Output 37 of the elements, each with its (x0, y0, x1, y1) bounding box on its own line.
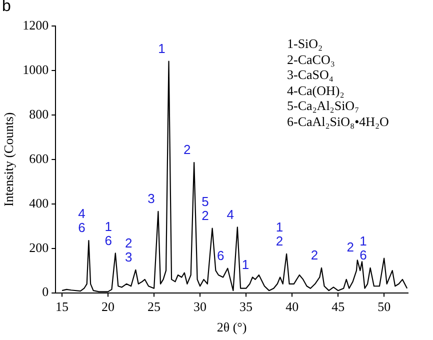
x-tick-label: 30 (194, 299, 207, 314)
annotation: 3 (148, 191, 155, 206)
annotation: 6-CaAl₂SiO₈•4H₂O (287, 114, 389, 129)
x-tick-label: 25 (148, 299, 161, 314)
annotation: 1 6 (360, 233, 367, 262)
y-tick-label: 0 (42, 284, 49, 300)
annotation: 1 2 (276, 219, 284, 248)
x-tick-label: 15 (56, 299, 69, 314)
x-tick-label: 50 (378, 299, 391, 314)
y-axis-title: Intensity (Counts) (1, 112, 16, 207)
annotation: 1 (158, 40, 166, 56)
annotation: 2 (346, 240, 354, 255)
annotation: 2-CaCO₃ (287, 52, 336, 67)
annotation: 2 (310, 247, 318, 262)
x-tick-label: 20 (102, 299, 115, 314)
x-tick-label: 40 (286, 299, 299, 314)
x-axis-title: 2θ (°) (216, 320, 247, 335)
annotation: 5 2 (202, 194, 209, 223)
annotation: 3-CaSO₄ (287, 67, 334, 82)
y-tick-label: 200 (29, 240, 49, 255)
y-tick-label: 1200 (22, 17, 49, 32)
annotation: 5-Ca₂Al₂SiO₇ (287, 98, 360, 114)
annotation: 6 (217, 248, 224, 263)
y-tick-label: 600 (29, 150, 49, 166)
annotation: 2 3 (125, 235, 132, 264)
y-tick-label: 1000 (22, 62, 49, 77)
y-tick-label: 800 (29, 106, 49, 122)
annotation: 4 6 (78, 206, 86, 236)
y-tick-label: 400 (29, 195, 49, 210)
annotation: 1-SiO₂ (287, 36, 324, 52)
annotation: 1 (242, 256, 250, 272)
x-tick-label: 45 (332, 299, 345, 314)
x-tick-label: 35 (240, 299, 253, 314)
annotation: 1 6 (104, 218, 112, 248)
annotation: 4 (226, 206, 234, 222)
annotation: 2 (183, 142, 191, 158)
annotation: 4-Ca(OH)₂ (287, 82, 346, 98)
